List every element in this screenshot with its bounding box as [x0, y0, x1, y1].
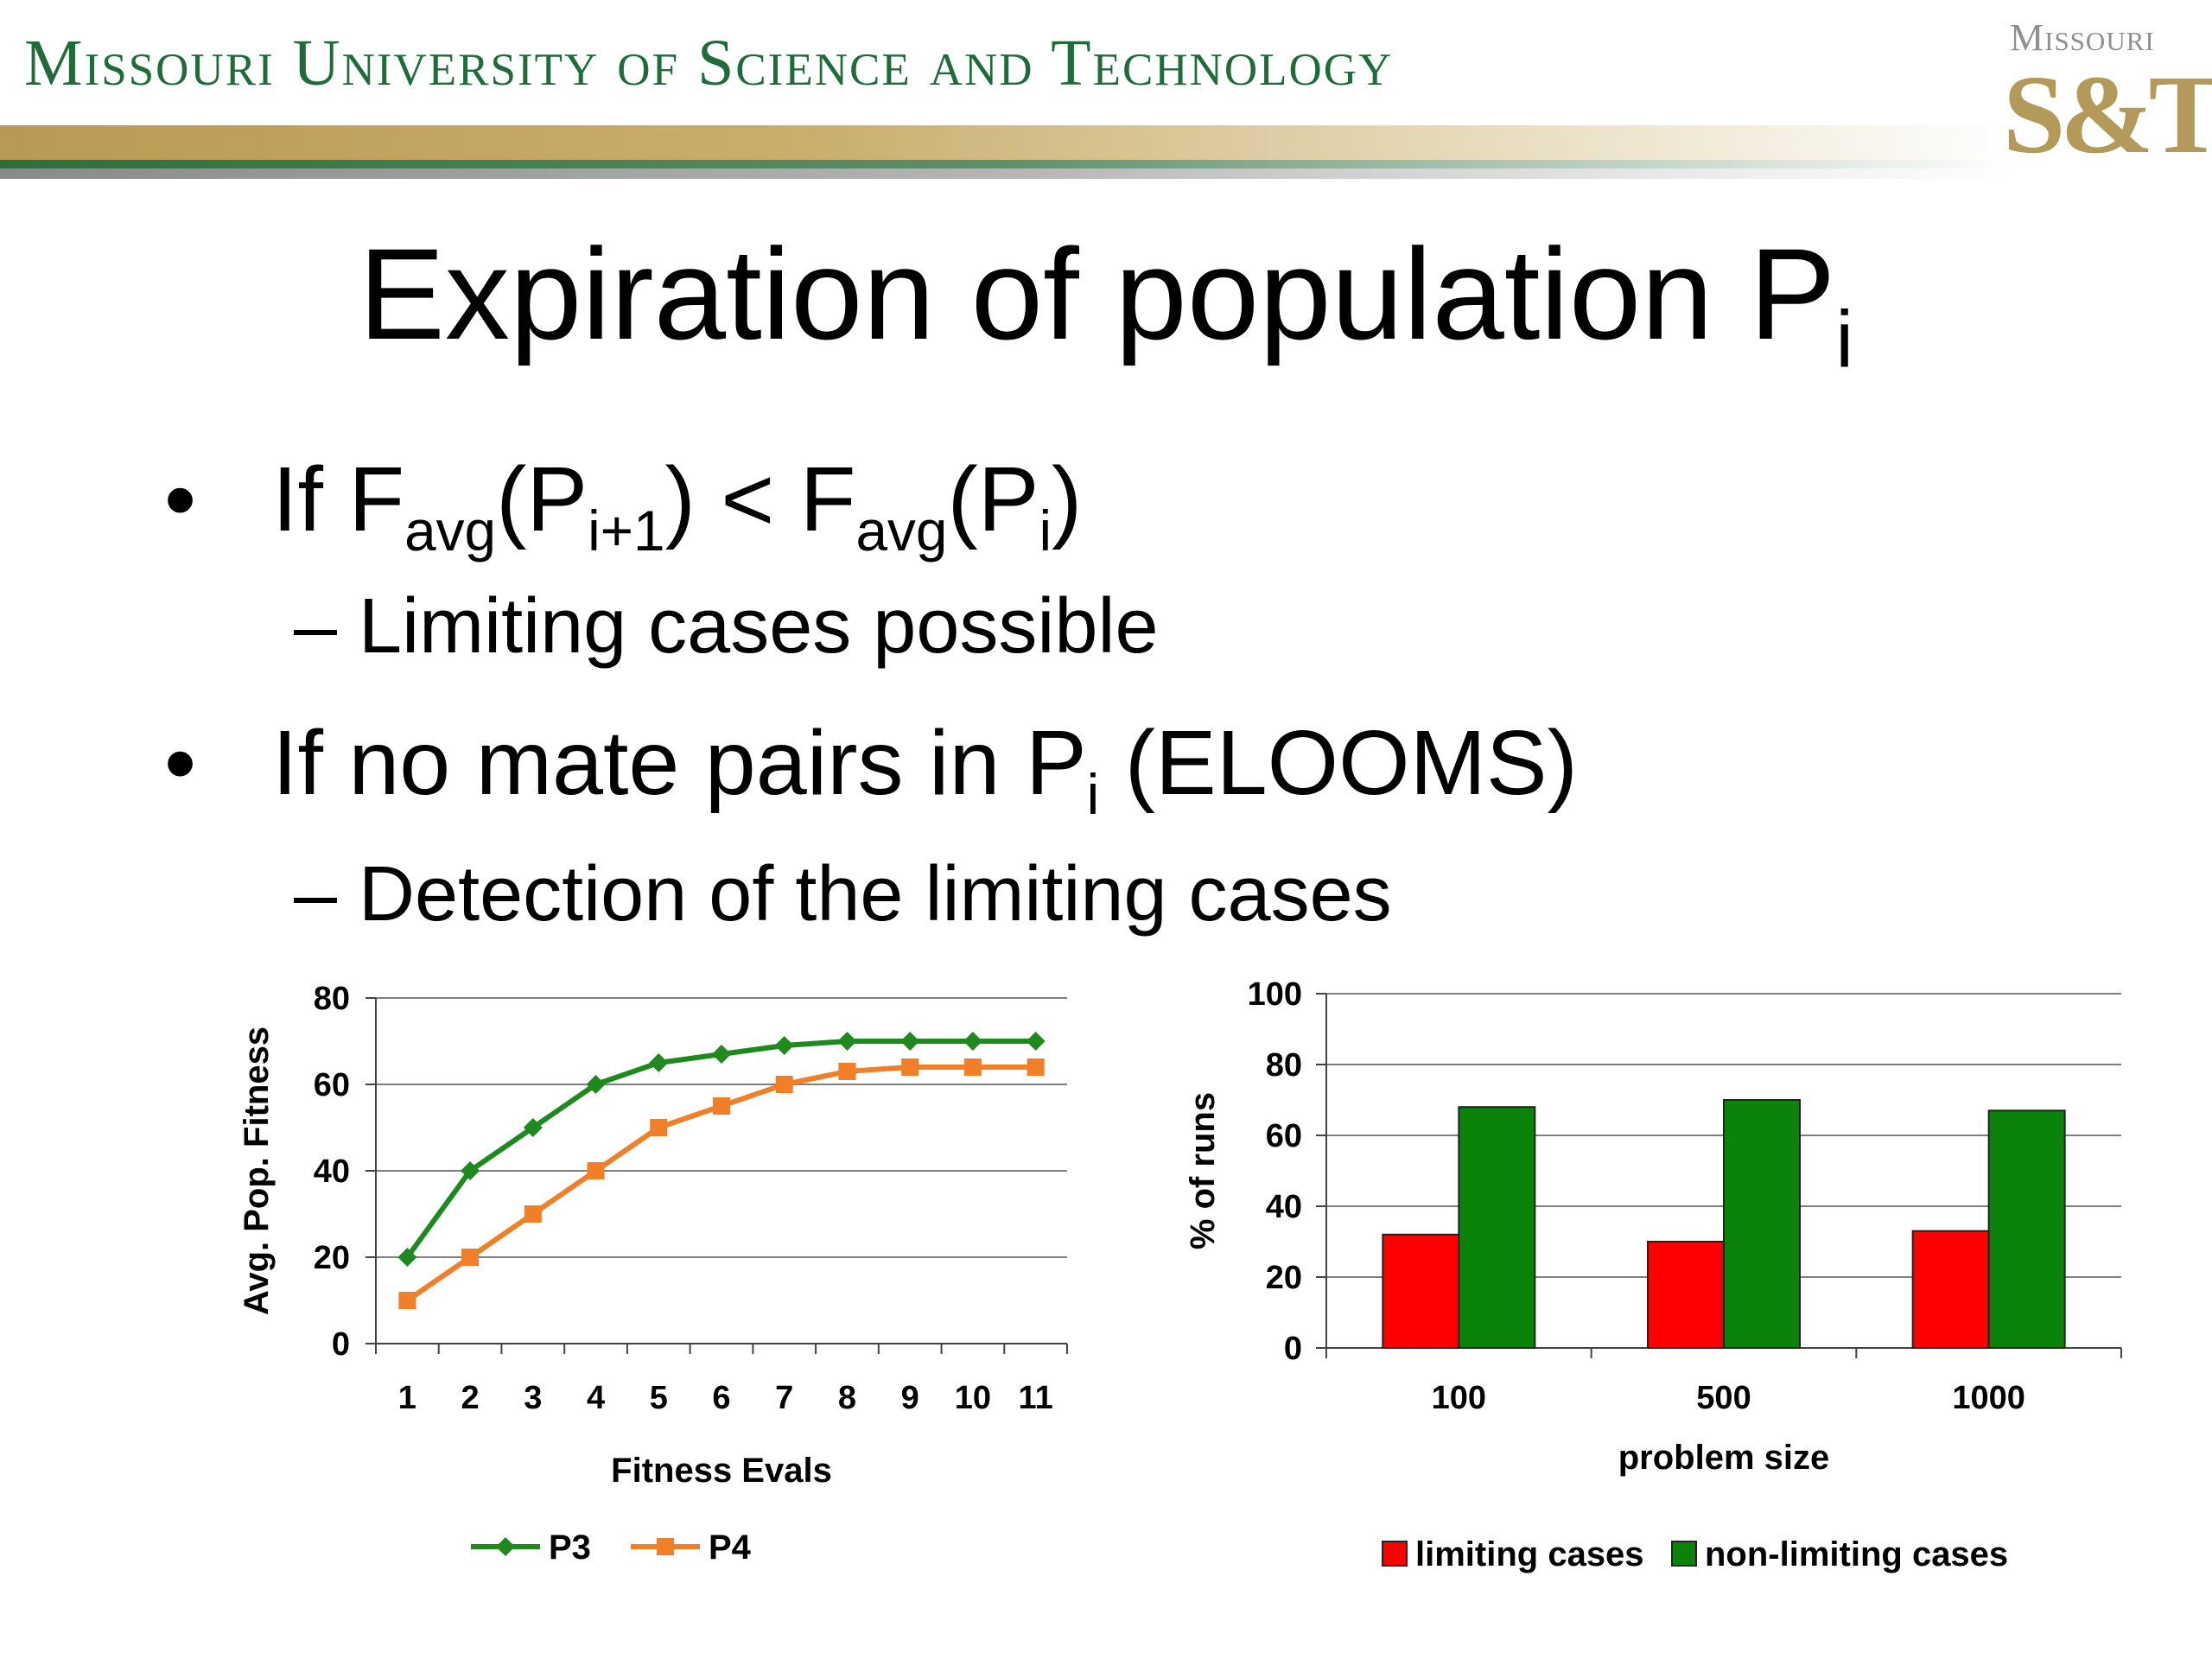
line-x-tick-label: 3 [524, 1380, 542, 1416]
bullet-1-text-d: (P [947, 448, 1039, 550]
sub-bullet-2: – Detection of the limiting cases [294, 851, 1392, 938]
bullet-2: • If no mate pairs in Pi (ELOOMS) [164, 717, 1578, 823]
legend-non-limiting-cases-swatch [1671, 1541, 1697, 1567]
logo-main-text: S&T [2003, 53, 2212, 177]
bar-x-tick-label: 500 [1696, 1380, 1751, 1416]
bullet-1-sub-c: avg [855, 499, 948, 563]
series-P3-point [712, 1045, 731, 1064]
bar-non-limiting-cases-500 [1723, 1099, 1801, 1349]
series-P3-point [461, 1161, 480, 1180]
bullet-1-marker: • [164, 448, 197, 550]
line-y-axis-title: Avg. Pop. Fitness [238, 1027, 276, 1315]
series-P4-point [650, 1119, 668, 1136]
bar-y-tick-label: 80 [1266, 1047, 1302, 1084]
bullet-1-sub-b: i+1 [588, 499, 665, 563]
series-P3-point [397, 1248, 417, 1267]
line-x-tick-label: 4 [587, 1380, 605, 1416]
line-y-tick-label: 20 [314, 1240, 350, 1276]
line-y-tick-label: 80 [314, 981, 350, 1017]
series-P3-point [963, 1032, 982, 1051]
legend-limiting-cases-label: limiting cases [1415, 1535, 1644, 1573]
bullet-1-sub-a: avg [404, 499, 497, 563]
series-P4-point [713, 1097, 730, 1115]
legend-P3-label: P3 [549, 1529, 591, 1567]
legend-P4-label: P4 [709, 1529, 752, 1567]
line-y-tick-label: 40 [314, 1154, 350, 1190]
bar-x-tick-label: 100 [1432, 1380, 1486, 1416]
line-x-tick-label: 6 [712, 1380, 730, 1416]
series-P4-point [461, 1249, 480, 1266]
line-x-tick-label: 2 [461, 1380, 480, 1416]
slide-title: Expiration of population Pi [0, 220, 2212, 379]
bullet-2-sub: i [1086, 763, 1100, 826]
series-P3-point [586, 1075, 606, 1094]
series-P3-point [837, 1032, 857, 1051]
title-main: Expiration of population P [358, 221, 1836, 366]
bar-limiting-cases-500 [1647, 1241, 1725, 1349]
sub-bullet-1: – Limiting cases possible [294, 583, 1159, 670]
university-logo: Missouri S&T [2003, 16, 2212, 180]
series-P4-point [398, 1292, 416, 1309]
series-P3-line [404, 1039, 1036, 1259]
header-band-gold [0, 125, 2013, 160]
line-x-tick-label: 1 [398, 1380, 416, 1416]
series-P4-point [901, 1058, 919, 1076]
bar-y-tick-label: 60 [1266, 1118, 1302, 1154]
bullet-1-sub-d: i [1039, 499, 1052, 563]
bar-non-limiting-cases-100 [1458, 1106, 1536, 1349]
line-chart: 0 20 40 60 80 1 2 3 4 5 6 7 8 9 10 11 Fitness Evals Avg. … [238, 981, 1068, 1567]
series-P4-point [838, 1063, 856, 1080]
series-P3-point [1026, 1032, 1046, 1051]
series-P4-point [587, 1162, 605, 1179]
line-x-tick-label: 5 [650, 1380, 668, 1416]
line-x-tick-label: 10 [955, 1380, 991, 1416]
line-x-tick-label: 8 [838, 1380, 856, 1416]
title-subscript: i [1835, 294, 1854, 385]
series-P3-point [900, 1032, 920, 1051]
line-y-tick-label: 60 [314, 1067, 350, 1103]
bar-limiting-cases-1000 [1911, 1230, 1990, 1350]
bullet-1-text-e: ) [1052, 448, 1083, 550]
bullet-2-marker: • [164, 712, 197, 814]
bullet-1: • If Favg(Pi+1) < Favg(Pi) [164, 454, 1082, 559]
series-P3-point [774, 1036, 794, 1055]
legend-limiting-cases-swatch [1382, 1541, 1408, 1567]
bullet-2-text-a: If no mate pairs in P [272, 712, 1087, 814]
bar-x-axis-title: problem size [1618, 1439, 1830, 1477]
bar-y-tick-label: 100 [1248, 976, 1302, 1013]
series-P4-point [1027, 1058, 1045, 1076]
logo-top-text: Missouri [2010, 16, 2155, 59]
header: Missouri University of Science and Techn… [0, 0, 2212, 194]
line-x-tick-label: 11 [1019, 1380, 1053, 1416]
bar-chart: 0 20 40 60 80 100 100 500 1000 problem size % of r… [1184, 976, 2122, 1573]
legend-P3-marker [496, 1537, 515, 1556]
bar-y-tick-label: 20 [1266, 1260, 1302, 1296]
series-P4-point [775, 1076, 793, 1093]
bullet-1-text-b: (P [496, 448, 588, 550]
bar-x-tick-label: 1000 [1952, 1380, 2025, 1416]
series-P3-point [649, 1053, 669, 1072]
line-y-tick-label: 0 [332, 1326, 350, 1363]
bar-non-limiting-cases-1000 [1987, 1109, 2066, 1350]
bar-y-tick-label: 40 [1266, 1189, 1302, 1225]
line-x-tick-label: 7 [775, 1380, 793, 1416]
bar-y-tick-label: 0 [1284, 1331, 1302, 1367]
line-x-tick-label: 9 [901, 1380, 919, 1416]
university-name: Missouri University of Science and Techn… [24, 27, 1394, 99]
series-P3-point [523, 1118, 543, 1137]
legend-P4-marker [657, 1538, 674, 1555]
series-P4-point [524, 1205, 542, 1223]
bar-y-axis-title: % of runs [1184, 1092, 1222, 1249]
header-band-grey [0, 168, 2013, 179]
legend-non-limiting-cases-label: non-limiting cases [1705, 1535, 2008, 1573]
header-band-green [0, 160, 2013, 168]
bullet-2-text-b: (ELOOMS) [1099, 712, 1578, 814]
line-x-axis-title: Fitness Evals [611, 1452, 832, 1490]
bar-limiting-cases-100 [1382, 1233, 1460, 1349]
bullet-1-text-c: ) < F [664, 448, 856, 550]
bullet-1-text-a: If F [272, 448, 405, 550]
series-P4-point [963, 1058, 982, 1076]
